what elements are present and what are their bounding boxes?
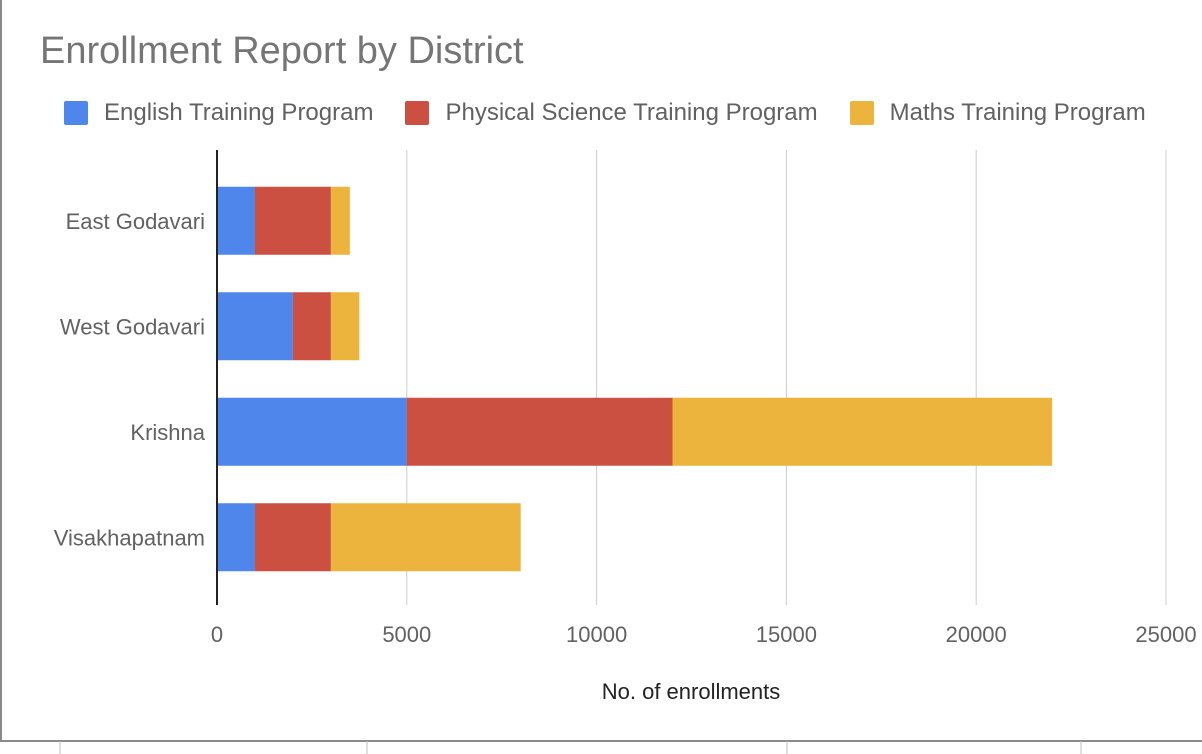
bar-visakhapatnam-1 [254, 503, 331, 572]
legend-swatch-physical-science [405, 101, 430, 125]
bar-east-godavari-2 [330, 186, 350, 255]
x-axis-title: No. of enrollments [602, 679, 781, 704]
y-category-label: Krishna [130, 420, 205, 445]
bar-visakhapatnam-0 [217, 503, 255, 572]
legend-label-maths: Maths Training Program [889, 99, 1146, 126]
bar-east-godavari-1 [254, 186, 331, 255]
legend-label-physical-science: Physical Science Training Program [445, 99, 818, 126]
labels: 0 5000 10000 15000 20000 25000 East Godavari We… [54, 209, 1197, 704]
y-category-label: West Godavari [60, 314, 205, 339]
legend-item-english: English Training Program [64, 99, 373, 127]
y-category-label: Visakhapatnam [54, 525, 205, 550]
x-tick-label-20000: 20000 [946, 622, 1007, 647]
legend-label-english: English Training Program [104, 99, 374, 126]
bar-west-godavari-2 [330, 292, 360, 361]
legend-item-physical-science: Physical Science Training Program [405, 99, 818, 127]
x-tick-label-25000: 25000 [1135, 622, 1196, 647]
x-tick-label-15000: 15000 [756, 622, 817, 647]
bar-west-godavari-0 [217, 292, 293, 361]
bar-visakhapatnam-2 [330, 503, 521, 572]
y-category-label: East Godavari [66, 209, 205, 234]
bar-krishna-2 [672, 397, 1053, 466]
gridlines [406, 150, 1167, 605]
legend-swatch-english [64, 101, 88, 125]
bar-krishna-0 [217, 397, 407, 466]
legend-item-maths: Maths Training Program [849, 99, 1146, 127]
legend-swatch-maths [849, 101, 874, 125]
legend: English Training Program Physical Scienc… [64, 96, 1178, 130]
chart-title: Enrollment Report by District [40, 30, 524, 72]
bar-west-godavari-1 [292, 292, 331, 361]
x-tick-label-0: 0 [211, 622, 223, 647]
bar-krishna-1 [406, 397, 673, 466]
x-tick-label-5000: 5000 [382, 622, 431, 647]
bar-east-godavari-0 [217, 186, 255, 255]
bars [217, 186, 1053, 572]
x-tick-label-10000: 10000 [566, 622, 627, 647]
